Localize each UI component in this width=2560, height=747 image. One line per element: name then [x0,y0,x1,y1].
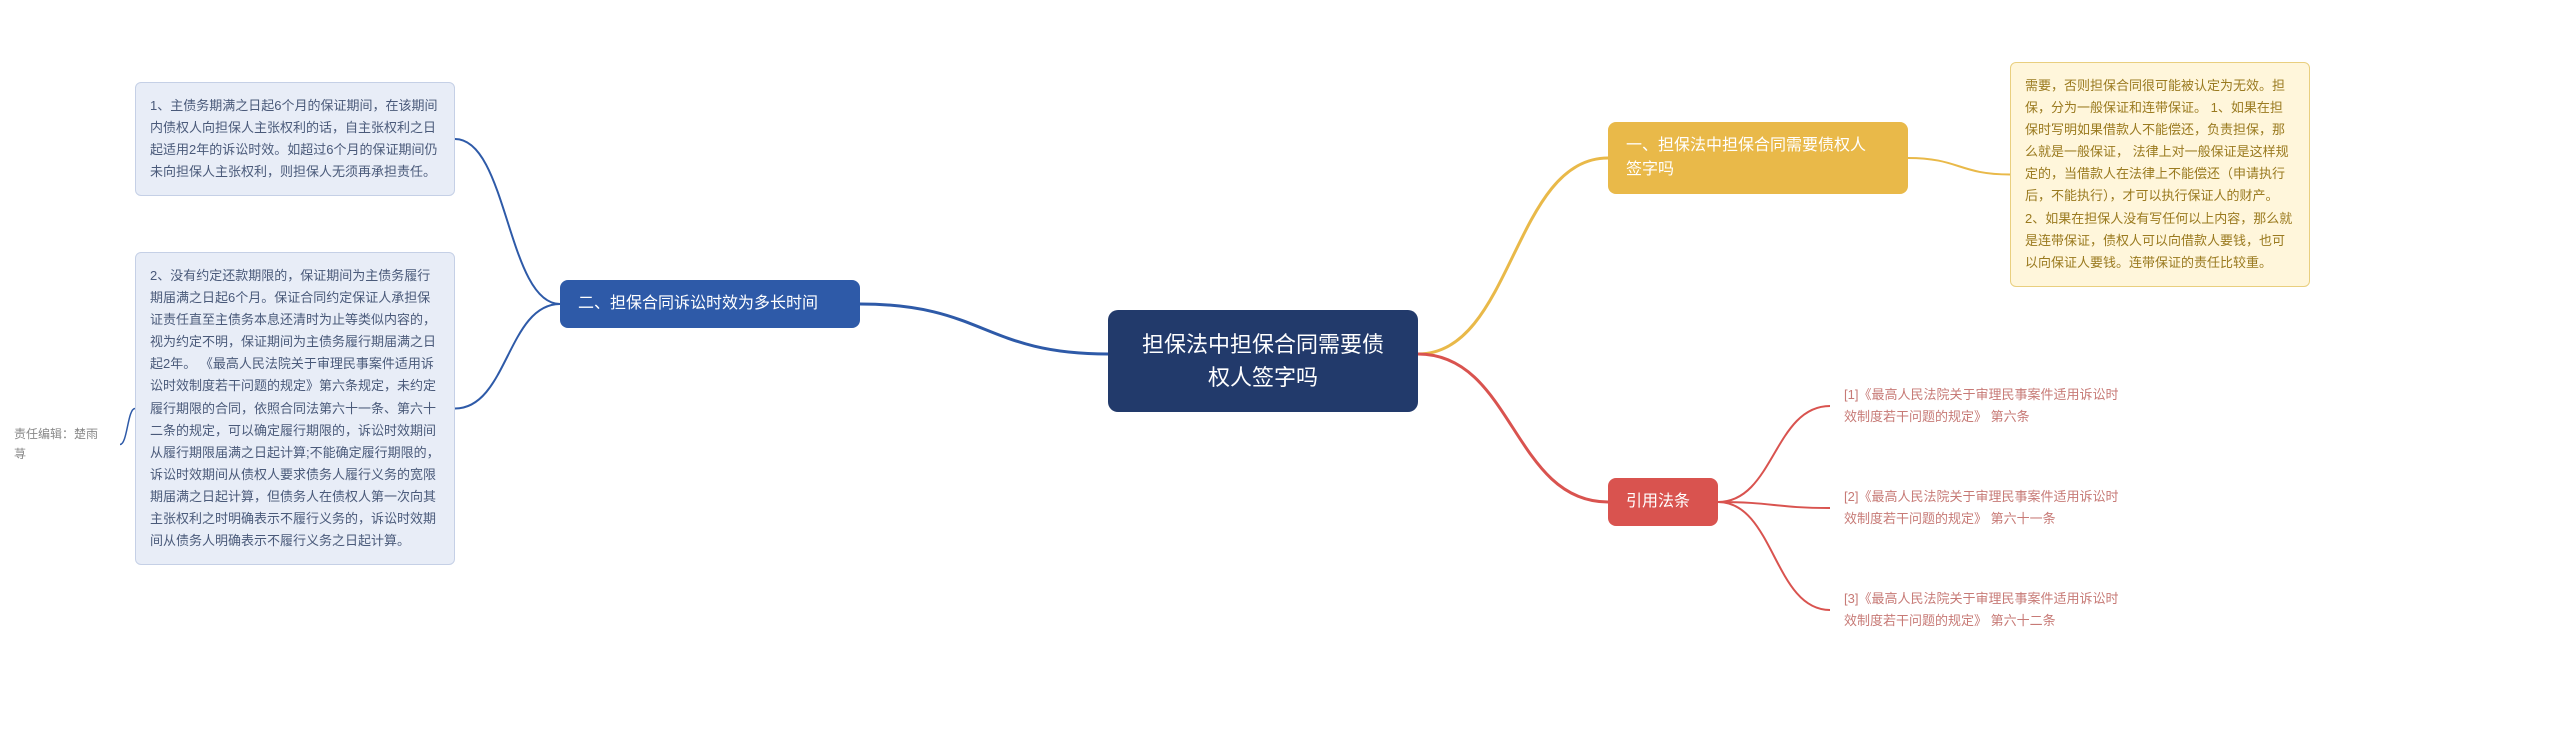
leaf-b1-0: 需要，否则担保合同很可能被认定为无效。担保，分为一般保证和连带保证。 1、如果在… [2010,62,2310,287]
branch-b1: 一、担保法中担保合同需要债权人签字吗 [1608,122,1908,194]
subleaf-b2-1: 责任编辑：楚雨荨 [0,412,120,477]
leaf-b2-0: 1、主债务期满之日起6个月的保证期间，在该期间内债权人向担保人主张权利的话，自主… [135,82,455,196]
leaf-b2-1: 2、没有约定还款期限的，保证期间为主债务履行期届满之日起6个月。保证合同约定保证… [135,252,455,565]
center-topic: 担保法中担保合同需要债权人签字吗 [1108,310,1418,412]
leaf-b3-2: [3]《最高人民法院关于审理民事案件适用诉讼时效制度若干问题的规定》 第六十二条 [1830,576,2140,644]
leaf-b3-0: [1]《最高人民法院关于审理民事案件适用诉讼时效制度若干问题的规定》 第六条 [1830,372,2140,440]
mindmap-canvas: 担保法中担保合同需要债权人签字吗 一、担保法中担保合同需要债权人签字吗 需要，否则担… [0,0,2560,747]
branch-b3: 引用法条 [1608,478,1718,526]
branch-b2: 二、担保合同诉讼时效为多长时间 [560,280,860,328]
leaf-b3-1: [2]《最高人民法院关于审理民事案件适用诉讼时效制度若干问题的规定》 第六十一条 [1830,474,2140,542]
